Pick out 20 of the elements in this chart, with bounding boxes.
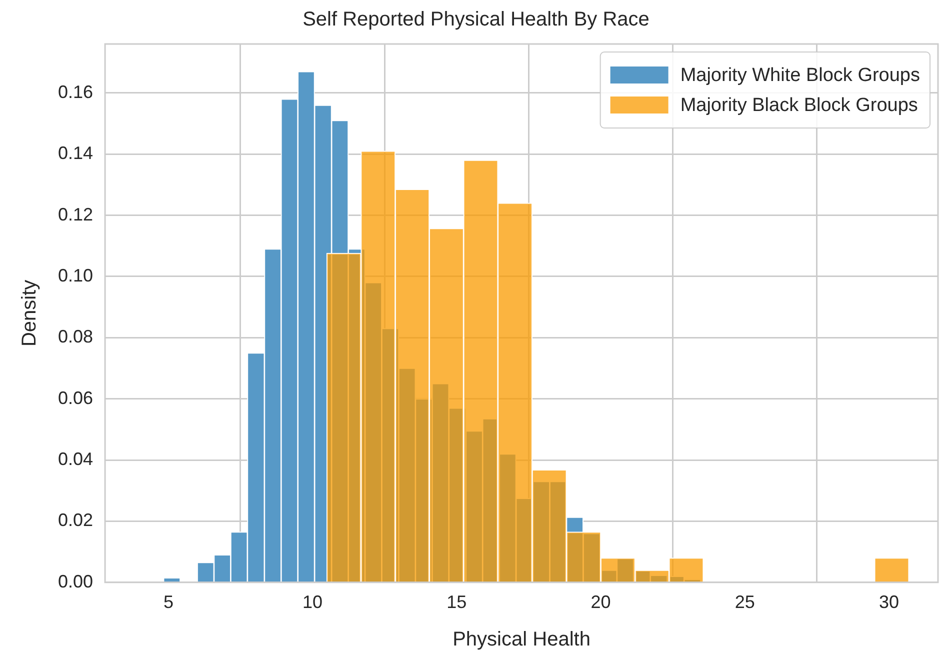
legend-label: Majority White Block Groups [680,65,920,86]
y-tick-label: 0.00 [58,571,94,592]
x-tick-label: 15 [446,592,467,612]
x-axis-title: Physical Health [452,628,590,651]
x-tick-label: 30 [878,592,900,612]
chart-title: Self Reported Physical Health By Race [302,8,650,31]
x-tick-label: 20 [590,592,611,612]
y-tick-label: 0.04 [58,449,94,470]
x-tick-label: 10 [302,592,323,612]
y-tick-label: 0.06 [58,388,94,408]
y-tick-label: 0.10 [58,265,94,286]
y-tick-label: 0.08 [58,326,94,347]
y-tick-label: 0.02 [58,510,94,530]
x-tick-label: 5 [163,592,174,612]
y-tick-label: 0.12 [58,204,94,224]
y-tick-label: 0.14 [58,143,94,164]
x-tick-label: 25 [734,592,755,612]
legend-label: Majority Black Block Groups [680,95,918,116]
y-tick-label: 0.16 [58,82,94,102]
y-axis-title: Density [18,280,41,347]
